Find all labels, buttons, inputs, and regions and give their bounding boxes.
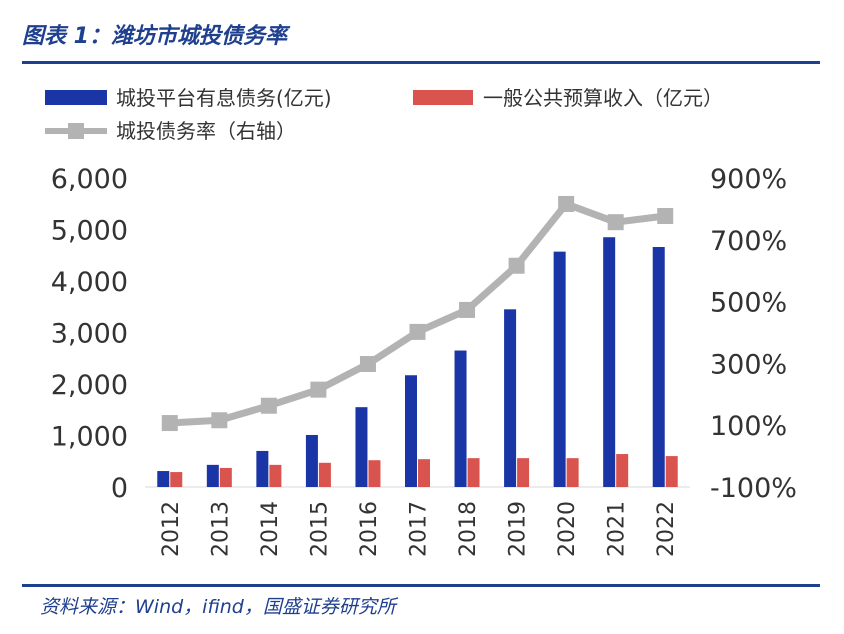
right-tick-label: 700% (710, 226, 787, 257)
bar-debt (157, 471, 170, 487)
bar-revenue (170, 472, 183, 487)
bar-revenue (418, 459, 430, 487)
x-tick-label: 2019 (506, 501, 531, 557)
x-tick-label: 2022 (654, 501, 679, 557)
right-tick-label: 100% (710, 411, 787, 442)
bar-revenue (467, 458, 480, 487)
bar-debt (355, 407, 368, 487)
bar-revenue (318, 462, 331, 487)
ratio-marker (508, 257, 525, 274)
legend-label-debt: 城投平台有息债务(亿元) (116, 86, 332, 110)
left-tick-label: 1,000 (51, 422, 128, 453)
x-axis: 2012 2013 2014 2015 2016 2017 2018 2019 2020 2021… (145, 486, 690, 557)
ratio-marker (459, 301, 476, 318)
right-tick-label: 500% (710, 288, 787, 319)
bar-debt (553, 251, 566, 487)
bar-revenue (517, 458, 530, 487)
ratio-line (169, 200, 666, 427)
bar-debt (504, 309, 517, 487)
ratio-marker (359, 356, 376, 373)
bar-debt (305, 434, 318, 487)
bar-debt (256, 450, 269, 487)
right-tick-label: -100% (710, 473, 797, 504)
left-axis: 0 1,000 2,000 3,000 4,000 5,000 6,000 (51, 164, 128, 504)
legend-marker-ratio (68, 123, 84, 139)
x-tick-label: 2014 (258, 501, 283, 557)
top-rule (22, 61, 820, 64)
right-tick-label: 300% (710, 349, 787, 380)
x-tick-label: 2016 (357, 501, 382, 557)
bar-debt (603, 237, 616, 487)
bar-debt (405, 375, 417, 487)
bar-debt (206, 464, 219, 487)
chart: 城投平台有息债务(亿元) 一般公共预算收入（亿元） 城投债务率（右轴） 0 1,0… (45, 86, 797, 557)
bar-debt (652, 247, 665, 487)
legend-label-revenue: 一般公共预算收入（亿元） (483, 86, 723, 110)
bars (157, 237, 678, 487)
left-tick-label: 5,000 (51, 216, 128, 247)
bar-revenue (616, 454, 629, 487)
bar-revenue (566, 458, 579, 487)
x-tick-label: 2015 (307, 501, 332, 557)
left-tick-label: 0 (111, 473, 128, 504)
x-tick-label: 2021 (605, 501, 630, 557)
bar-revenue (219, 467, 232, 487)
legend: 城投平台有息债务(亿元) 一般公共预算收入（亿元） 城投债务率（右轴） (45, 86, 723, 143)
ratio-marker (558, 195, 575, 212)
legend-swatch-revenue (413, 90, 473, 105)
source-note: 资料来源：Wind，ifind，国盛证券研究所 (40, 596, 396, 618)
ratio-marker (211, 412, 228, 429)
left-tick-label: 4,000 (51, 267, 128, 298)
bar-debt (454, 350, 467, 487)
bottom-rule (22, 584, 820, 587)
right-axis: -100% 100% 300% 500% 700% 900% (710, 164, 797, 504)
figure-title: 图表 1：潍坊市城投债务率 (22, 24, 287, 49)
legend-swatch-debt (45, 90, 107, 105)
x-tick-label: 2013 (208, 501, 233, 557)
ratio-marker (657, 208, 674, 225)
bar-revenue (665, 456, 678, 487)
x-tick-label: 2017 (407, 501, 432, 557)
x-tick-label: 2012 (159, 501, 184, 557)
right-tick-label: 900% (710, 164, 787, 195)
x-tick-label: 2018 (456, 501, 481, 557)
left-tick-label: 3,000 (51, 319, 128, 350)
left-tick-label: 6,000 (51, 164, 128, 195)
left-tick-label: 2,000 (51, 370, 128, 401)
legend-label-ratio: 城投债务率（右轴） (116, 119, 296, 143)
ratio-marker (260, 397, 277, 414)
x-tick-label: 2020 (555, 501, 580, 557)
ratio-line-group (161, 195, 674, 432)
ratio-marker (161, 415, 178, 432)
bar-revenue (368, 460, 381, 487)
ratio-marker (310, 381, 327, 398)
ratio-marker (607, 214, 624, 231)
ratio-marker (409, 323, 426, 340)
bar-revenue (269, 464, 282, 487)
